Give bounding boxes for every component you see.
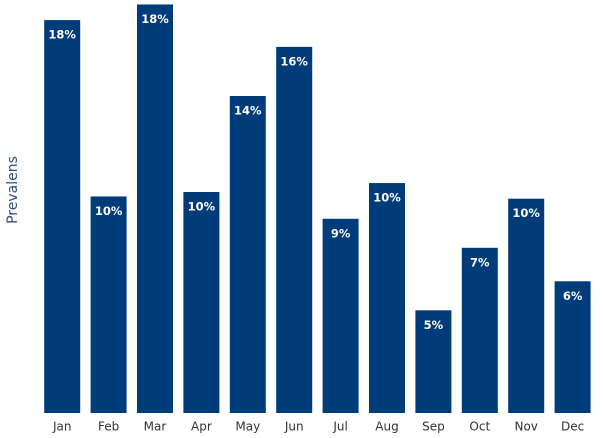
x-tick-label: Jun xyxy=(284,420,304,434)
value-label: 10% xyxy=(512,206,540,220)
value-label: 10% xyxy=(95,204,123,218)
x-tick-label: Mar xyxy=(144,420,167,434)
bar xyxy=(461,247,498,413)
value-label: 10% xyxy=(188,199,216,213)
x-tick-label: Nov xyxy=(514,420,537,434)
bar xyxy=(369,183,405,413)
bar xyxy=(554,281,591,413)
value-label: 10% xyxy=(373,191,401,205)
x-tick-label: Jan xyxy=(52,420,72,434)
x-tick-label: Sep xyxy=(422,420,445,434)
x-tick-label: Feb xyxy=(98,420,119,434)
value-label: 18% xyxy=(48,28,76,42)
x-tick-label: May xyxy=(235,420,260,434)
value-label: 18% xyxy=(141,12,169,26)
bar xyxy=(183,191,220,413)
x-tick-label: Aug xyxy=(375,420,398,434)
bar xyxy=(229,95,266,413)
bar xyxy=(44,20,81,414)
x-tick-label: Dec xyxy=(561,420,584,434)
value-label: 16% xyxy=(280,54,308,68)
value-label: 6% xyxy=(563,289,583,303)
x-tick-label: Oct xyxy=(469,420,490,434)
bar xyxy=(90,196,127,413)
value-label: 5% xyxy=(424,318,444,332)
bar xyxy=(508,198,545,413)
bar xyxy=(415,310,452,413)
bar xyxy=(322,218,359,413)
y-axis-label: Prevalens xyxy=(5,156,21,224)
bar xyxy=(137,4,173,413)
x-tick-label: Apr xyxy=(191,420,212,434)
value-label: 14% xyxy=(234,103,262,117)
value-label: 7% xyxy=(470,255,490,269)
x-tick-label: Jul xyxy=(332,420,347,434)
value-label: 9% xyxy=(331,226,351,240)
bar xyxy=(276,46,313,414)
